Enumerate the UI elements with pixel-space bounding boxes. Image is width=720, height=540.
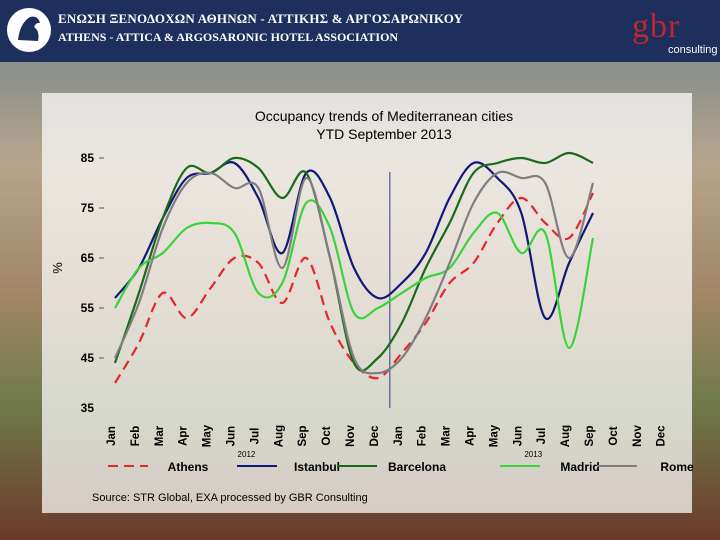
x-tick-label: Feb <box>417 426 429 446</box>
source-note: Source: STR Global, EXA processed by GBR… <box>92 492 368 504</box>
x-tick-label: Aug <box>273 425 285 447</box>
y-axis-label: % <box>50 262 65 274</box>
x-tick-label: Dec <box>656 425 668 447</box>
gbr-logo: gbr consulting <box>628 8 718 58</box>
x-tick-label: Mar <box>441 425 453 446</box>
association-name-english: ATHENS - ATTICA & ARGOSARONIC HOTEL ASSO… <box>58 30 399 44</box>
legend-label-istanbul: Istanbul <box>294 460 340 474</box>
x-tick-label: Jul <box>249 428 261 445</box>
chart-title-line2: YTD September 2013 <box>316 126 452 142</box>
x-tick-label: Jul <box>536 428 548 445</box>
x-tick-label: Jan <box>106 426 118 446</box>
x-tick-label: Apr <box>465 426 477 446</box>
x-tick-label: Feb <box>130 426 142 446</box>
association-emblem-icon <box>7 8 51 52</box>
legend-label-athens: Athens <box>168 460 209 474</box>
legend-label-rome: Rome <box>660 460 694 474</box>
x-tick-label: Oct <box>321 426 333 445</box>
gbr-logo-subtext: consulting <box>668 44 718 56</box>
series-line-athens <box>114 192 594 384</box>
series-line-rome <box>113 170 595 375</box>
y-tick-label: 85 <box>81 151 95 165</box>
x-tick-label: Nov <box>345 425 357 447</box>
x-tick-label: Sep <box>297 425 309 446</box>
chart-title-line1: Occupancy trends of Mediterranean cities <box>255 108 513 124</box>
series-line-barcelona <box>113 151 594 372</box>
x-tick-label: May <box>202 424 214 447</box>
year-label: 2013 <box>524 450 542 459</box>
x-tick-label: Oct <box>608 426 620 445</box>
x-tick-label: Jun <box>226 426 238 446</box>
y-tick-label: 75 <box>81 201 95 215</box>
legend-label-madrid: Madrid <box>560 460 599 474</box>
x-tick-label: Jan <box>393 426 405 446</box>
x-tick-label: Jun <box>512 426 524 446</box>
series-line-istanbul <box>114 161 594 320</box>
x-tick-label: May <box>488 424 500 447</box>
association-name-greek: ΕΝΩΣΗ ΞΕΝΟΔΟΧΩΝ ΑΘΗΝΩΝ - ΑΤΤΙΚΗΣ & ΑΡΓΟΣ… <box>58 11 464 26</box>
x-tick-label: Sep <box>584 425 596 446</box>
series-line-madrid <box>114 199 595 350</box>
year-label: 2012 <box>238 450 256 459</box>
x-tick-label: Dec <box>369 425 381 447</box>
y-tick-label: 45 <box>81 351 95 365</box>
gbr-logo-text: gbr <box>632 8 681 45</box>
y-tick-label: 35 <box>81 401 95 415</box>
x-tick-label: Aug <box>560 425 572 447</box>
x-tick-label: Mar <box>154 425 166 446</box>
chart-panel <box>42 93 692 513</box>
x-tick-label: Nov <box>632 425 644 447</box>
y-tick-label: 65 <box>81 251 95 265</box>
header-banner: ΕΝΩΣΗ ΞΕΝΟΔΟΧΩΝ ΑΘΗΝΩΝ - ΑΤΤΙΚΗΣ & ΑΡΓΟΣ… <box>0 0 720 62</box>
y-tick-label: 55 <box>81 301 95 315</box>
legend-label-barcelona: Barcelona <box>388 460 446 474</box>
x-tick-label: Apr <box>178 426 190 446</box>
